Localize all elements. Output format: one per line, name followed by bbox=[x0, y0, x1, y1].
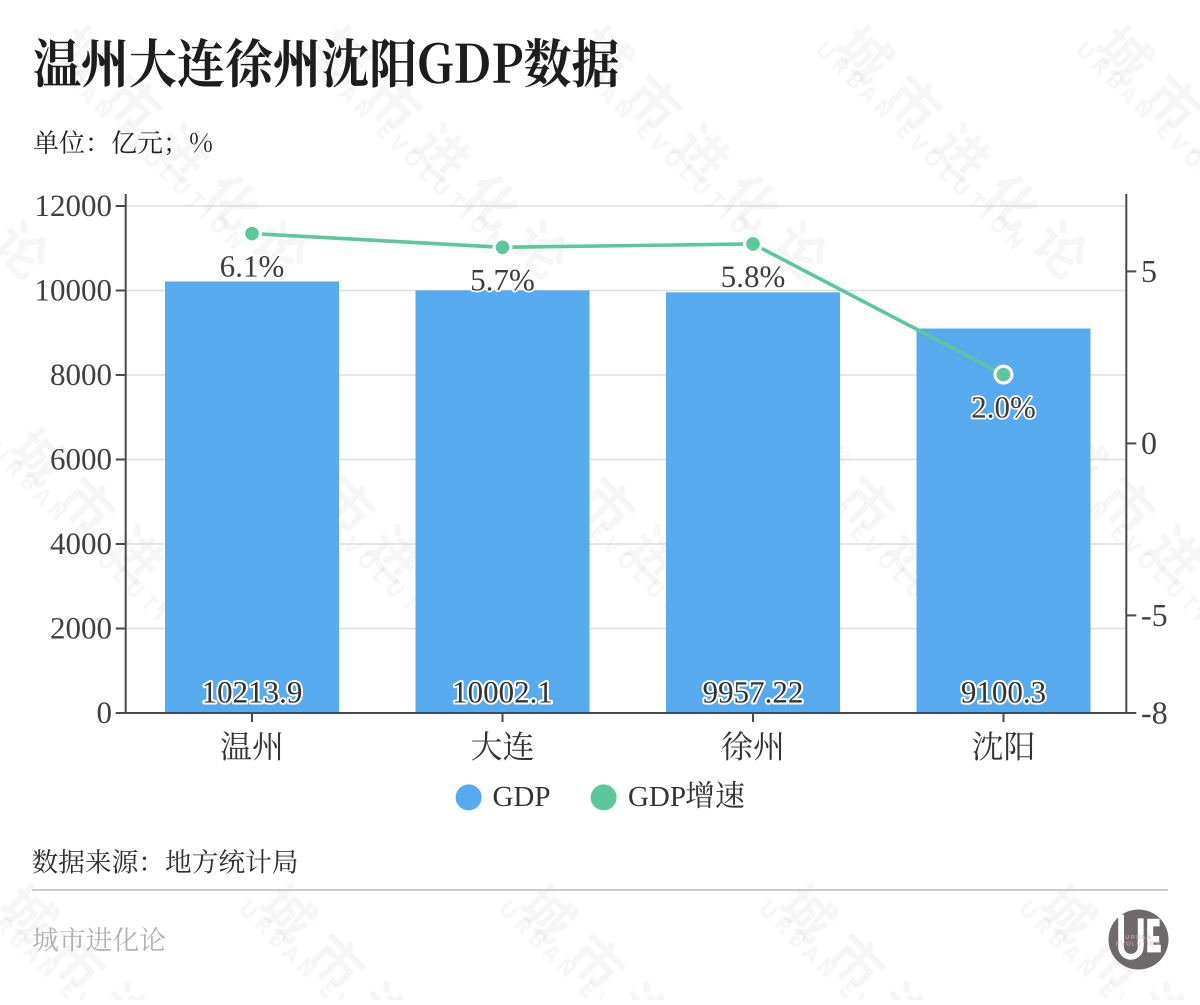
svg-text:EVOLUTION: EVOLUTION bbox=[1116, 942, 1161, 948]
svg-text:URBAN: URBAN bbox=[1125, 935, 1152, 941]
